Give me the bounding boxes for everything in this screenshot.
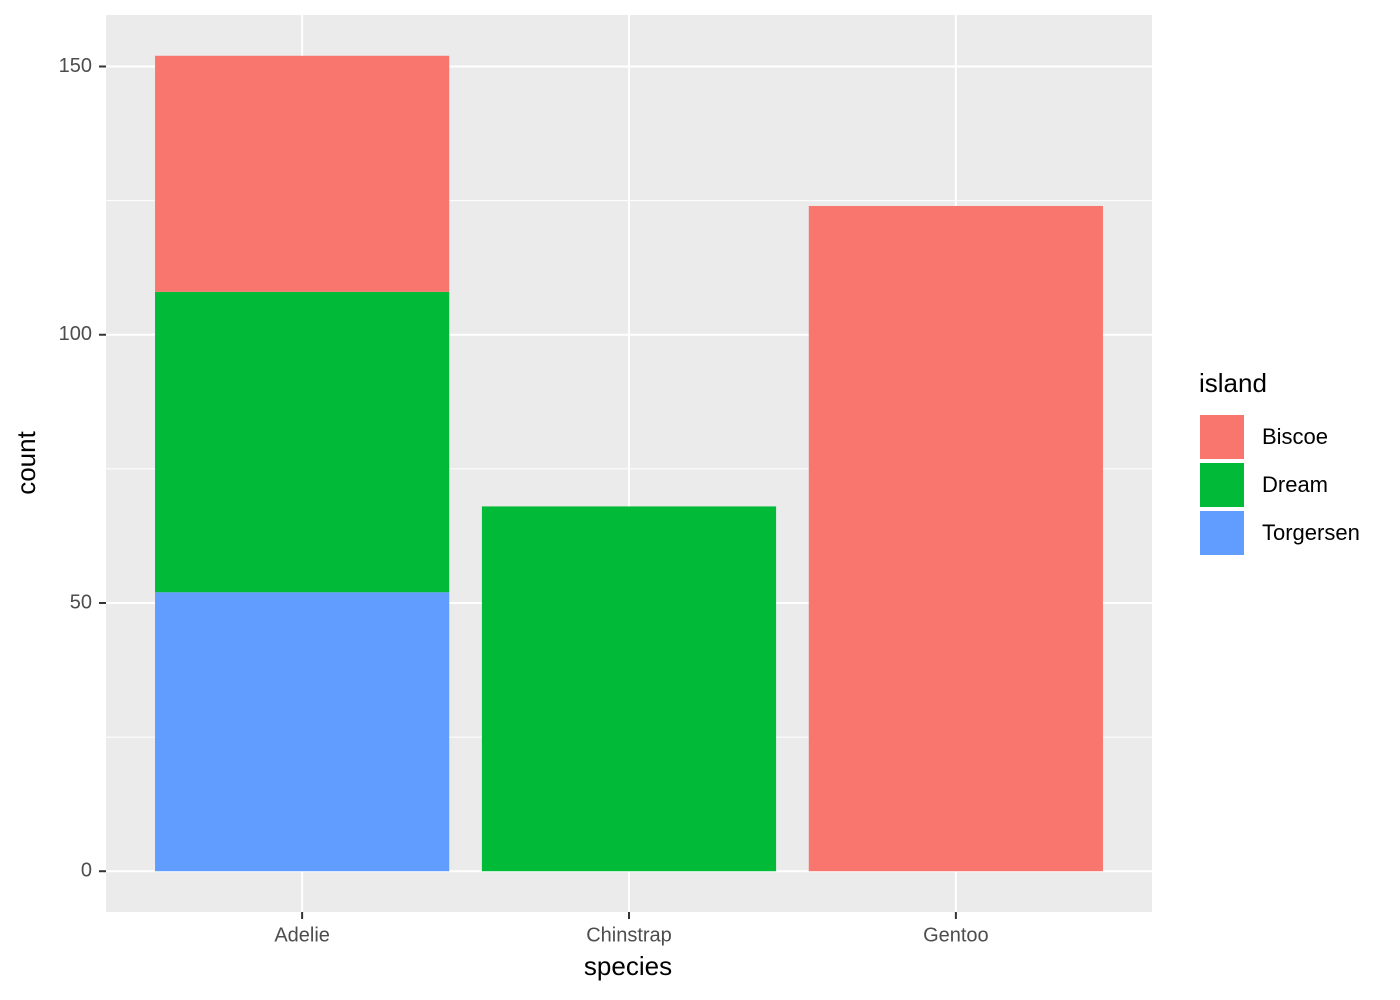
legend-key (1198, 413, 1246, 461)
y-axis-title: count (11, 430, 41, 494)
legend-key (1198, 509, 1246, 557)
legend-label: Biscoe (1262, 424, 1328, 449)
x-tick-label: Chinstrap (586, 924, 672, 946)
x-tick-label: Gentoo (923, 924, 989, 946)
bar-segment (481, 506, 777, 872)
y-tick-label: 150 (59, 55, 92, 77)
legend-label: Torgersen (1262, 520, 1360, 545)
legend-label: Dream (1262, 472, 1328, 497)
y-tick-label: 50 (70, 591, 92, 613)
y-tick-label: 0 (81, 860, 92, 882)
bar-segment (808, 205, 1103, 872)
y-tick-label: 100 (59, 323, 92, 345)
bar-segment (155, 55, 450, 292)
bar-segment (155, 592, 450, 872)
legend-title: island (1199, 368, 1267, 398)
x-axis-title: species (584, 951, 672, 981)
bar-segment (155, 291, 450, 593)
legend-key (1198, 461, 1246, 509)
x-tick-label: Adelie (274, 924, 330, 946)
